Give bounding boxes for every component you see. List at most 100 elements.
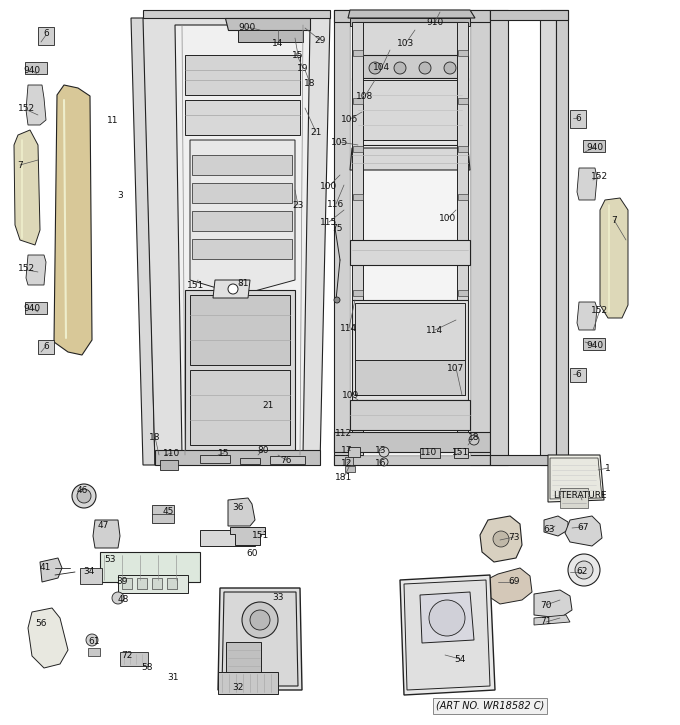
Text: 152: 152 [18, 263, 35, 273]
Polygon shape [25, 62, 47, 74]
Text: 76: 76 [280, 455, 292, 465]
Text: 181: 181 [335, 473, 353, 481]
Text: 81: 81 [237, 278, 249, 288]
Text: 15: 15 [218, 449, 230, 457]
Text: 940: 940 [23, 304, 41, 312]
Polygon shape [352, 78, 468, 145]
Polygon shape [550, 458, 602, 499]
Polygon shape [160, 460, 178, 470]
Text: 71: 71 [540, 618, 551, 626]
Text: 18: 18 [469, 433, 480, 442]
Polygon shape [570, 368, 586, 382]
Text: 110: 110 [420, 447, 438, 457]
Text: 152: 152 [18, 104, 35, 112]
Polygon shape [355, 22, 465, 60]
Polygon shape [131, 18, 155, 465]
Text: 116: 116 [327, 199, 345, 209]
Text: 6: 6 [43, 341, 49, 350]
Text: 7: 7 [17, 160, 23, 170]
Polygon shape [565, 516, 602, 546]
Polygon shape [480, 516, 522, 562]
Polygon shape [192, 239, 292, 259]
Polygon shape [190, 295, 290, 365]
Circle shape [250, 610, 270, 630]
Circle shape [429, 600, 465, 636]
Text: 1: 1 [605, 463, 611, 473]
Polygon shape [353, 50, 363, 56]
Polygon shape [345, 466, 355, 472]
Circle shape [72, 484, 96, 508]
Circle shape [394, 62, 406, 74]
Text: 110: 110 [163, 449, 181, 457]
Text: 32: 32 [233, 684, 243, 692]
Text: 114: 114 [341, 323, 358, 333]
Polygon shape [420, 448, 440, 458]
Text: 13: 13 [375, 445, 387, 455]
Polygon shape [560, 488, 588, 508]
Polygon shape [540, 10, 556, 465]
Text: 36: 36 [233, 502, 243, 512]
Polygon shape [353, 290, 363, 296]
Text: 940: 940 [23, 65, 41, 75]
Polygon shape [152, 505, 174, 523]
Text: 3: 3 [117, 191, 123, 199]
Polygon shape [28, 608, 68, 668]
Polygon shape [577, 168, 597, 200]
Text: 31: 31 [167, 674, 179, 682]
Polygon shape [40, 558, 62, 582]
Polygon shape [458, 146, 468, 152]
Text: 103: 103 [397, 38, 415, 48]
Text: 34: 34 [84, 568, 95, 576]
Text: 109: 109 [342, 391, 360, 399]
Polygon shape [534, 590, 572, 618]
Text: 940: 940 [586, 143, 604, 152]
Text: 21: 21 [262, 400, 273, 410]
Circle shape [575, 561, 593, 579]
Polygon shape [14, 130, 40, 245]
Text: 6: 6 [43, 28, 49, 38]
Text: 75: 75 [331, 223, 343, 233]
Polygon shape [345, 457, 353, 465]
Polygon shape [122, 578, 132, 589]
Text: 14: 14 [272, 38, 284, 48]
Text: 15: 15 [292, 51, 304, 59]
Text: 104: 104 [373, 62, 390, 72]
Polygon shape [143, 10, 330, 18]
Circle shape [380, 458, 388, 466]
Polygon shape [490, 455, 568, 465]
Text: 18: 18 [304, 78, 316, 88]
Polygon shape [458, 386, 468, 392]
Circle shape [369, 62, 381, 74]
Circle shape [493, 531, 509, 547]
Polygon shape [534, 615, 570, 625]
Text: 6: 6 [575, 370, 581, 378]
Text: 152: 152 [592, 172, 609, 181]
Polygon shape [350, 240, 470, 265]
Polygon shape [353, 146, 363, 152]
Polygon shape [185, 55, 300, 95]
Text: 105: 105 [331, 138, 349, 146]
Polygon shape [190, 370, 290, 445]
Polygon shape [352, 55, 468, 80]
Polygon shape [353, 386, 363, 392]
Polygon shape [26, 255, 46, 285]
Polygon shape [334, 10, 490, 22]
Text: 46: 46 [76, 486, 88, 494]
Text: 115: 115 [320, 218, 338, 226]
Text: 107: 107 [447, 363, 464, 373]
Polygon shape [350, 400, 470, 430]
Polygon shape [556, 10, 568, 465]
Polygon shape [458, 194, 468, 200]
Text: 7: 7 [611, 215, 617, 225]
Polygon shape [458, 50, 468, 56]
Text: 910: 910 [426, 17, 443, 27]
Text: 45: 45 [163, 507, 173, 516]
Text: 152: 152 [592, 305, 609, 315]
Text: 12: 12 [341, 458, 353, 468]
Polygon shape [355, 303, 465, 395]
Polygon shape [226, 642, 261, 672]
Text: 23: 23 [292, 201, 304, 210]
Text: 70: 70 [540, 600, 551, 610]
Polygon shape [600, 198, 628, 318]
Polygon shape [213, 280, 250, 298]
